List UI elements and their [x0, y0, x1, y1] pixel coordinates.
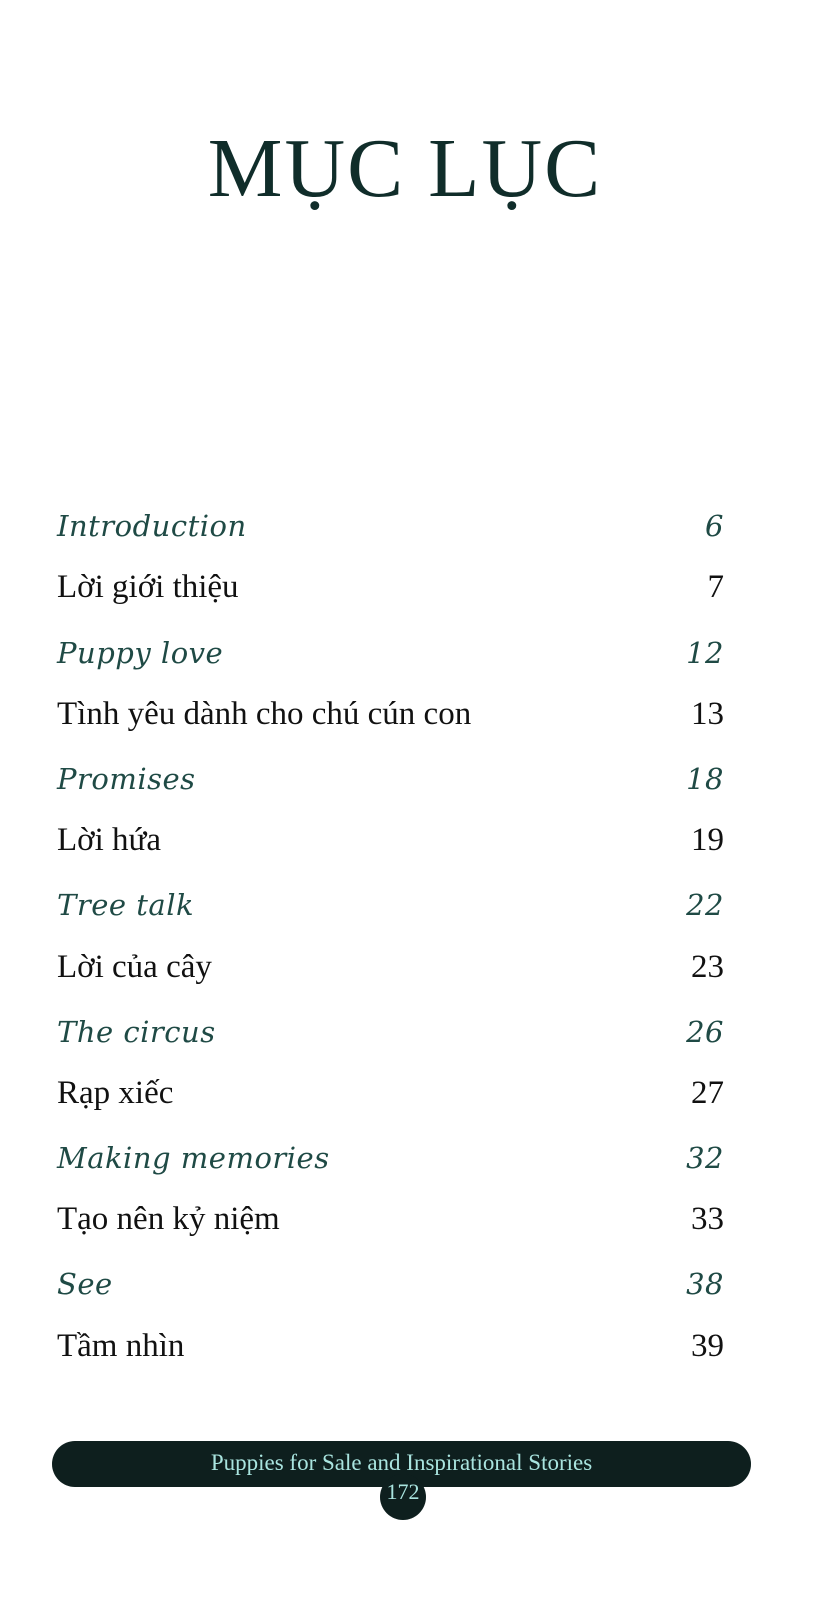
toc-entry-page: 18: [686, 761, 724, 796]
toc-entry: Tree talk 22: [57, 879, 724, 942]
toc-entry-page: 26: [686, 1014, 724, 1049]
toc-entry: Tầm nhìn 39: [57, 1321, 724, 1384]
toc-entry-page: 22: [686, 888, 724, 923]
toc-entry: Tạo nên kỷ niệm 33: [57, 1195, 724, 1258]
toc-entry-title: Lời hứa: [57, 822, 162, 859]
toc-entry-title: Tình yêu dành cho chú cún con: [57, 695, 472, 732]
toc-entry: Rạp xiếc 27: [57, 1069, 724, 1132]
page-number: 172: [380, 1474, 426, 1520]
toc-entry-title: Tầm nhìn: [57, 1327, 185, 1364]
toc-entry: Tình yêu dành cho chú cún con 13: [57, 690, 724, 753]
toc-entry-title: Promises: [57, 761, 196, 796]
toc-entry-title: Tree talk: [57, 888, 195, 923]
toc-entry-page: 7: [707, 569, 725, 606]
toc-entry-title: Puppy love: [57, 635, 224, 670]
toc-entry-page: 6: [705, 509, 724, 544]
toc-entry: See 38: [57, 1258, 724, 1321]
book-title: Puppies for Sale and Inspirational Stori…: [210, 1450, 593, 1475]
toc-entry: Puppy love 12: [57, 626, 724, 689]
page-title: MỤC LỤC: [207, 122, 603, 215]
toc-entry-title: The circus: [57, 1014, 216, 1049]
toc-entry: Lời giới thiệu 7: [57, 563, 724, 626]
toc-entry-title: Lời giới thiệu: [57, 569, 239, 606]
toc-entry-page: 38: [686, 1267, 724, 1302]
toc-entry: Lời của cây 23: [57, 942, 724, 1005]
toc-entry: Promises 18: [57, 753, 724, 816]
toc-entry-title: Introduction: [57, 509, 247, 544]
toc-entry: Introduction 6: [57, 500, 724, 563]
table-of-contents: Introduction 6 Lời giới thiệu 7 Puppy love 12…: [57, 500, 724, 1385]
toc-entry: Making memories 32: [57, 1132, 724, 1195]
toc-entry-page: 23: [691, 948, 724, 985]
toc-entry-page: 32: [686, 1141, 724, 1176]
toc-entry-title: See: [57, 1267, 113, 1302]
toc-entry-title: Tạo nên kỷ niệm: [57, 1201, 280, 1238]
toc-entry-title: Lời của cây: [57, 948, 212, 985]
toc-entry-page: 39: [691, 1327, 724, 1364]
toc-entry-title: Making memories: [57, 1141, 330, 1176]
toc-entry: The circus 26: [57, 1006, 724, 1069]
toc-entry-page: 12: [686, 635, 724, 670]
toc-entry-page: 33: [691, 1201, 724, 1238]
toc-entry-title: Rạp xiếc: [57, 1074, 174, 1111]
toc-entry: Lời hứa 19: [57, 816, 724, 879]
toc-entry-page: 19: [691, 822, 724, 859]
toc-entry-page: 27: [691, 1074, 724, 1111]
toc-entry-page: 13: [691, 695, 724, 732]
